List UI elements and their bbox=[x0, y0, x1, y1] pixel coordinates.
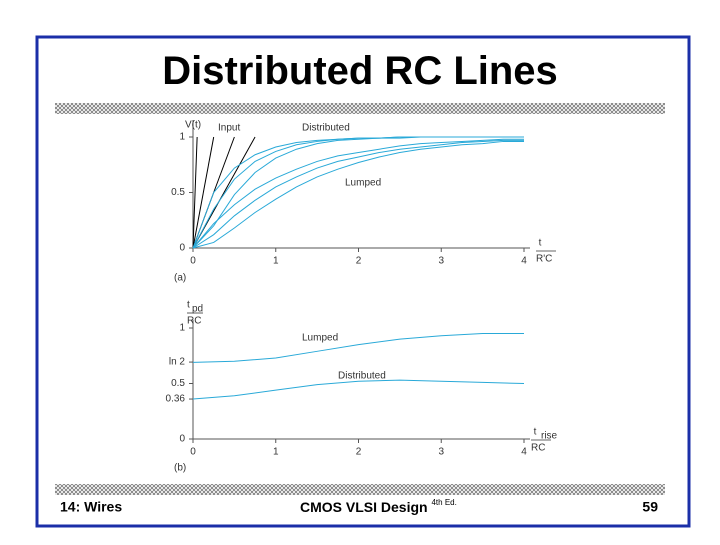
curve bbox=[192, 379, 525, 400]
axis-label: R'C bbox=[536, 254, 552, 265]
annotation: Distributed bbox=[302, 123, 350, 134]
annotation: Distributed bbox=[338, 371, 386, 382]
axis-label: t bbox=[539, 238, 542, 249]
curve bbox=[192, 136, 524, 249]
annotation: Input bbox=[218, 123, 240, 134]
curve bbox=[192, 136, 215, 249]
x-tick-label: 4 bbox=[521, 447, 527, 458]
curve bbox=[192, 140, 524, 249]
y-tick-label: 0 bbox=[179, 434, 185, 445]
x-tick-label: 4 bbox=[521, 256, 527, 267]
y-tick-label: 0.5 bbox=[171, 378, 185, 389]
curve bbox=[192, 136, 524, 249]
x-tick-label: 0 bbox=[190, 447, 196, 458]
x-tick-label: 3 bbox=[438, 256, 444, 267]
axis-label: RC bbox=[187, 316, 201, 327]
curve bbox=[192, 138, 524, 249]
panel-label: (b) bbox=[174, 463, 186, 474]
curve bbox=[192, 136, 198, 249]
y-tick-label: 1 bbox=[179, 132, 185, 143]
annotation: Lumped bbox=[302, 333, 338, 344]
y-tick-label: 1 bbox=[179, 323, 185, 334]
curve bbox=[192, 136, 524, 249]
x-tick-label: 1 bbox=[273, 256, 279, 267]
y-tick-label: 0.5 bbox=[171, 187, 185, 198]
y-tick-label: 0 bbox=[179, 243, 185, 254]
y-tick-label: ln 2 bbox=[169, 357, 186, 368]
x-tick-label: 2 bbox=[356, 256, 362, 267]
footer-left: 14: Wires bbox=[60, 499, 122, 515]
slide-border bbox=[35, 35, 691, 528]
slide-title: Distributed RC Lines bbox=[162, 49, 558, 93]
axis-label: t bbox=[187, 300, 190, 311]
curve bbox=[192, 333, 524, 363]
axis-label-sub: pd bbox=[192, 304, 203, 315]
axis-label-sub: rise bbox=[541, 431, 558, 442]
x-tick-label: 3 bbox=[438, 447, 444, 458]
footer-right: 59 bbox=[642, 499, 658, 515]
curve bbox=[192, 139, 524, 249]
axis-label: RC bbox=[531, 443, 545, 454]
y-tick-label: 0.36 bbox=[166, 394, 186, 405]
x-tick-label: 1 bbox=[273, 447, 279, 458]
x-tick-label: 0 bbox=[190, 256, 196, 267]
footer-center: CMOS VLSI Design 4th Ed. bbox=[300, 498, 457, 515]
divider bbox=[55, 103, 665, 114]
axis-label: V(t) bbox=[185, 120, 201, 131]
x-tick-label: 2 bbox=[356, 447, 362, 458]
divider bbox=[55, 484, 665, 495]
axis-label: t bbox=[534, 427, 537, 438]
panel-label: (a) bbox=[174, 273, 186, 284]
annotation: Lumped bbox=[345, 178, 381, 189]
